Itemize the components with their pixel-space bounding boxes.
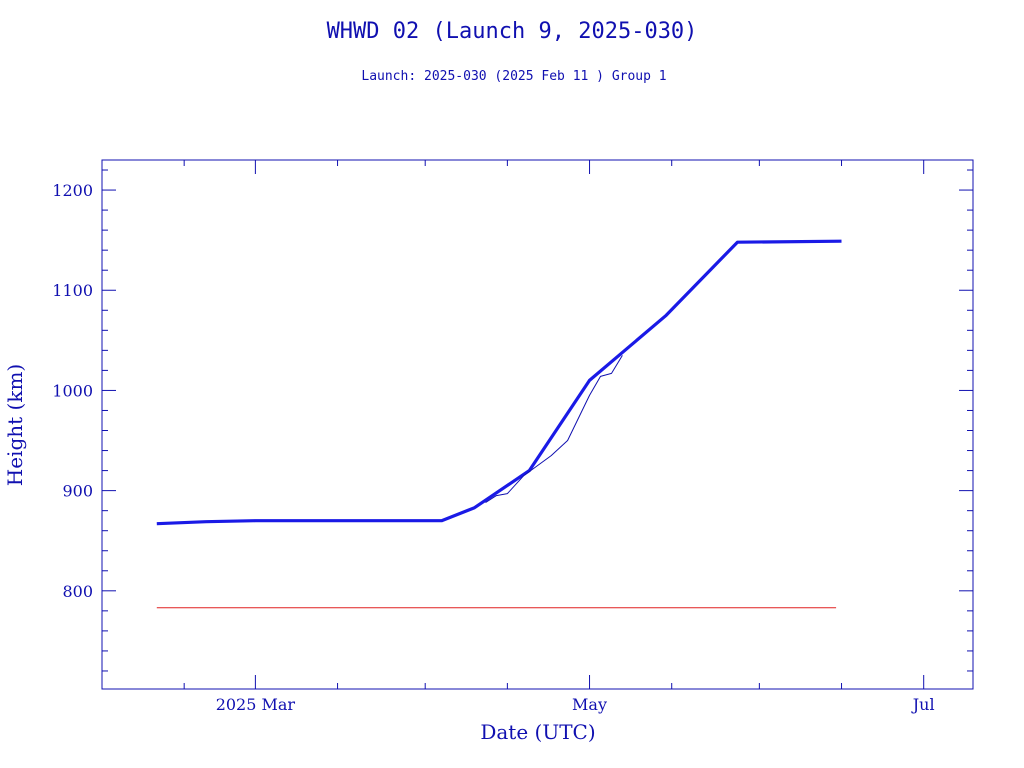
y-tick-label: 1200 (52, 181, 93, 200)
series-line-1 (485, 355, 623, 504)
x-tick-label: Jul (911, 695, 935, 714)
y-tick-label: 1100 (52, 281, 93, 300)
plot-frame (101, 159, 974, 690)
chart-title: WHWD 02 (Launch 9, 2025-030) (327, 19, 698, 44)
x-tick-label: 2025 Mar (216, 695, 296, 714)
x-axis-label: Date (UTC) (480, 720, 595, 744)
y-axis-label: Height (km) (3, 364, 27, 486)
chart-subtitle: Launch: 2025-030 (2025 Feb 11 ) Group 1 (361, 69, 666, 84)
y-tick-label: 900 (62, 482, 93, 501)
series-layer (156, 239, 842, 609)
y-tick-label: 800 (62, 582, 93, 601)
y-axis: 800 900 1000 1100 1200 (52, 169, 973, 672)
y-tick-label: 1000 (52, 381, 93, 400)
series-line-0 (156, 239, 842, 526)
x-tick-label: May (572, 695, 607, 714)
x-axis: 2025 Mar May Jul (183, 160, 935, 714)
